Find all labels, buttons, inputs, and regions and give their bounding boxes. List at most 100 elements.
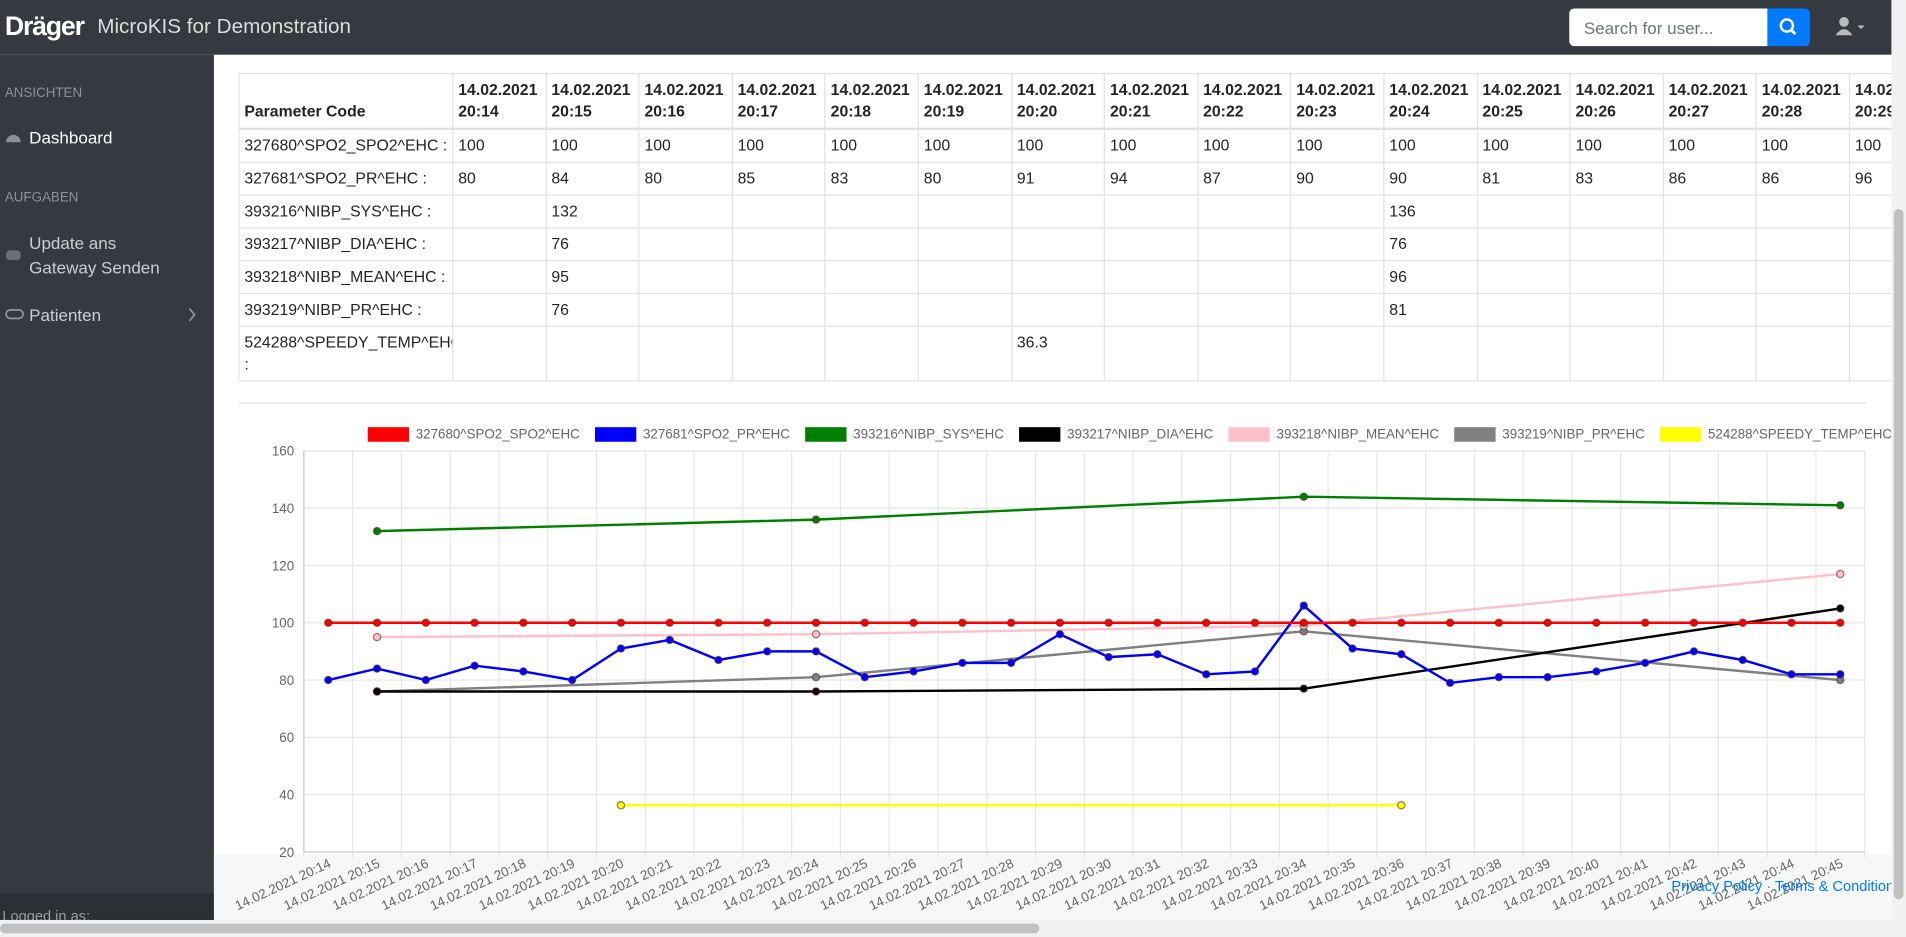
cell: 136 xyxy=(1383,194,1478,229)
legend-label: 327680^SPO2_SPO2^EHC xyxy=(416,427,580,442)
search-button[interactable] xyxy=(1767,8,1810,47)
data-point xyxy=(1787,618,1796,628)
nav-item[interactable]: Patienten xyxy=(29,305,102,325)
cell xyxy=(1197,292,1292,327)
y-tick-label: 80 xyxy=(279,673,294,688)
data-point xyxy=(714,618,723,628)
section-title: AUFGABEN xyxy=(4,190,79,206)
data-point xyxy=(1836,569,1845,579)
data-point xyxy=(762,618,772,628)
cell: 100 xyxy=(1103,128,1199,163)
gateway-icon xyxy=(6,250,21,261)
y-tick-label: 120 xyxy=(272,558,294,573)
cell xyxy=(1103,292,1199,327)
data-point xyxy=(421,618,431,628)
data-point xyxy=(1787,670,1796,679)
cell xyxy=(1103,227,1199,262)
table-row: 393217^NIBP_DIA^EHC : 76 76 xyxy=(238,227,1892,262)
data-point xyxy=(372,664,382,673)
cell: 100 xyxy=(917,128,1013,163)
data-point xyxy=(616,644,626,653)
data-point xyxy=(1299,684,1309,693)
cell: 100 xyxy=(1010,128,1106,163)
data-point xyxy=(1299,618,1309,628)
data-point xyxy=(1592,667,1601,676)
data-point xyxy=(1543,618,1552,628)
app-title[interactable]: MicroKIS for Demonstration xyxy=(97,14,352,38)
data-point xyxy=(616,618,626,628)
cell: 81 xyxy=(1383,292,1478,327)
cell xyxy=(731,292,826,327)
h-scrollbar[interactable] xyxy=(0,919,1906,937)
data-point xyxy=(1104,652,1113,662)
data-point xyxy=(1592,618,1601,628)
cell xyxy=(1197,227,1292,262)
sidebar: ANSICHTEN Dashboard AUFGABEN Update ans … xyxy=(0,54,214,937)
cell: 76 xyxy=(545,227,640,262)
cell xyxy=(1010,194,1106,229)
table-container: Parameter Code 14.02.2021 20:14 14.02.2021… xyxy=(238,72,1892,382)
cell: 76 xyxy=(545,292,640,327)
cell xyxy=(452,227,547,262)
data-point xyxy=(1397,618,1406,628)
table-row: 393216^NIBP_SYS^EHC : 132 136 xyxy=(238,194,1892,229)
cell xyxy=(1662,194,1757,229)
data-point xyxy=(324,675,333,685)
nav-item[interactable]: Update ans Gateway Senden xyxy=(29,233,160,278)
cell xyxy=(824,325,919,382)
cell xyxy=(638,260,733,295)
cell xyxy=(1290,194,1385,229)
data-point xyxy=(811,687,821,696)
cell xyxy=(917,292,1013,327)
brand[interactable]: Dräger xyxy=(4,10,85,42)
cell: 100 xyxy=(1569,128,1664,163)
data-point xyxy=(1153,618,1162,628)
row-label: 393216^NIBP_SYS^EHC : xyxy=(238,194,454,229)
data-point xyxy=(811,647,821,656)
series-line xyxy=(377,630,1841,693)
table-row: 524288^SPEEDY_TEMP^EHC : 36.3 xyxy=(238,325,1892,382)
cell xyxy=(1569,292,1664,327)
cell xyxy=(1662,227,1757,262)
cell xyxy=(1848,227,1892,262)
search-input[interactable]: Search for user... xyxy=(1569,8,1768,47)
v-scroll-thumb[interactable] xyxy=(1893,209,1904,900)
v-scrollbar[interactable] xyxy=(1891,0,1906,920)
cell xyxy=(824,292,919,327)
terms-link[interactable]: Terms & Conditions xyxy=(1774,877,1902,895)
column-header: 14.02.2021 20:23 xyxy=(1290,72,1385,131)
user-menu[interactable] xyxy=(1833,15,1869,42)
privacy-link[interactable]: Privacy Policy xyxy=(1671,877,1763,895)
nav-item[interactable]: Dashboard xyxy=(29,127,113,148)
separator: · xyxy=(1766,877,1772,895)
cell xyxy=(1569,325,1664,382)
cell xyxy=(1290,292,1385,327)
data-point xyxy=(1836,604,1845,613)
data-point xyxy=(1738,618,1747,628)
data-point xyxy=(1494,672,1504,682)
cell xyxy=(1569,227,1664,262)
data-point xyxy=(519,667,528,676)
h-scroll-thumb[interactable] xyxy=(0,923,1040,934)
cell: 91 xyxy=(1010,161,1106,196)
cell xyxy=(1197,325,1292,382)
column-header: 14.02.2021 20:20 xyxy=(1010,72,1106,131)
data-point xyxy=(665,635,674,645)
cell xyxy=(1755,325,1850,382)
data-point xyxy=(1689,618,1699,628)
cell: 36.3 xyxy=(1010,325,1106,382)
column-header: 14.02.2021 20:29 xyxy=(1848,72,1892,131)
data-point xyxy=(1397,650,1406,659)
cell xyxy=(545,325,640,382)
legend-swatch xyxy=(366,425,411,443)
column-header: 14.02.2021 20:18 xyxy=(824,72,919,131)
data-point xyxy=(1153,650,1162,659)
data-point xyxy=(421,675,431,685)
data-point xyxy=(519,618,528,628)
data-point xyxy=(1299,492,1309,501)
row-label: 524288^SPEEDY_TEMP^EHC : xyxy=(238,325,454,382)
cell xyxy=(824,227,919,262)
cell xyxy=(638,194,733,229)
data-point xyxy=(372,632,382,642)
